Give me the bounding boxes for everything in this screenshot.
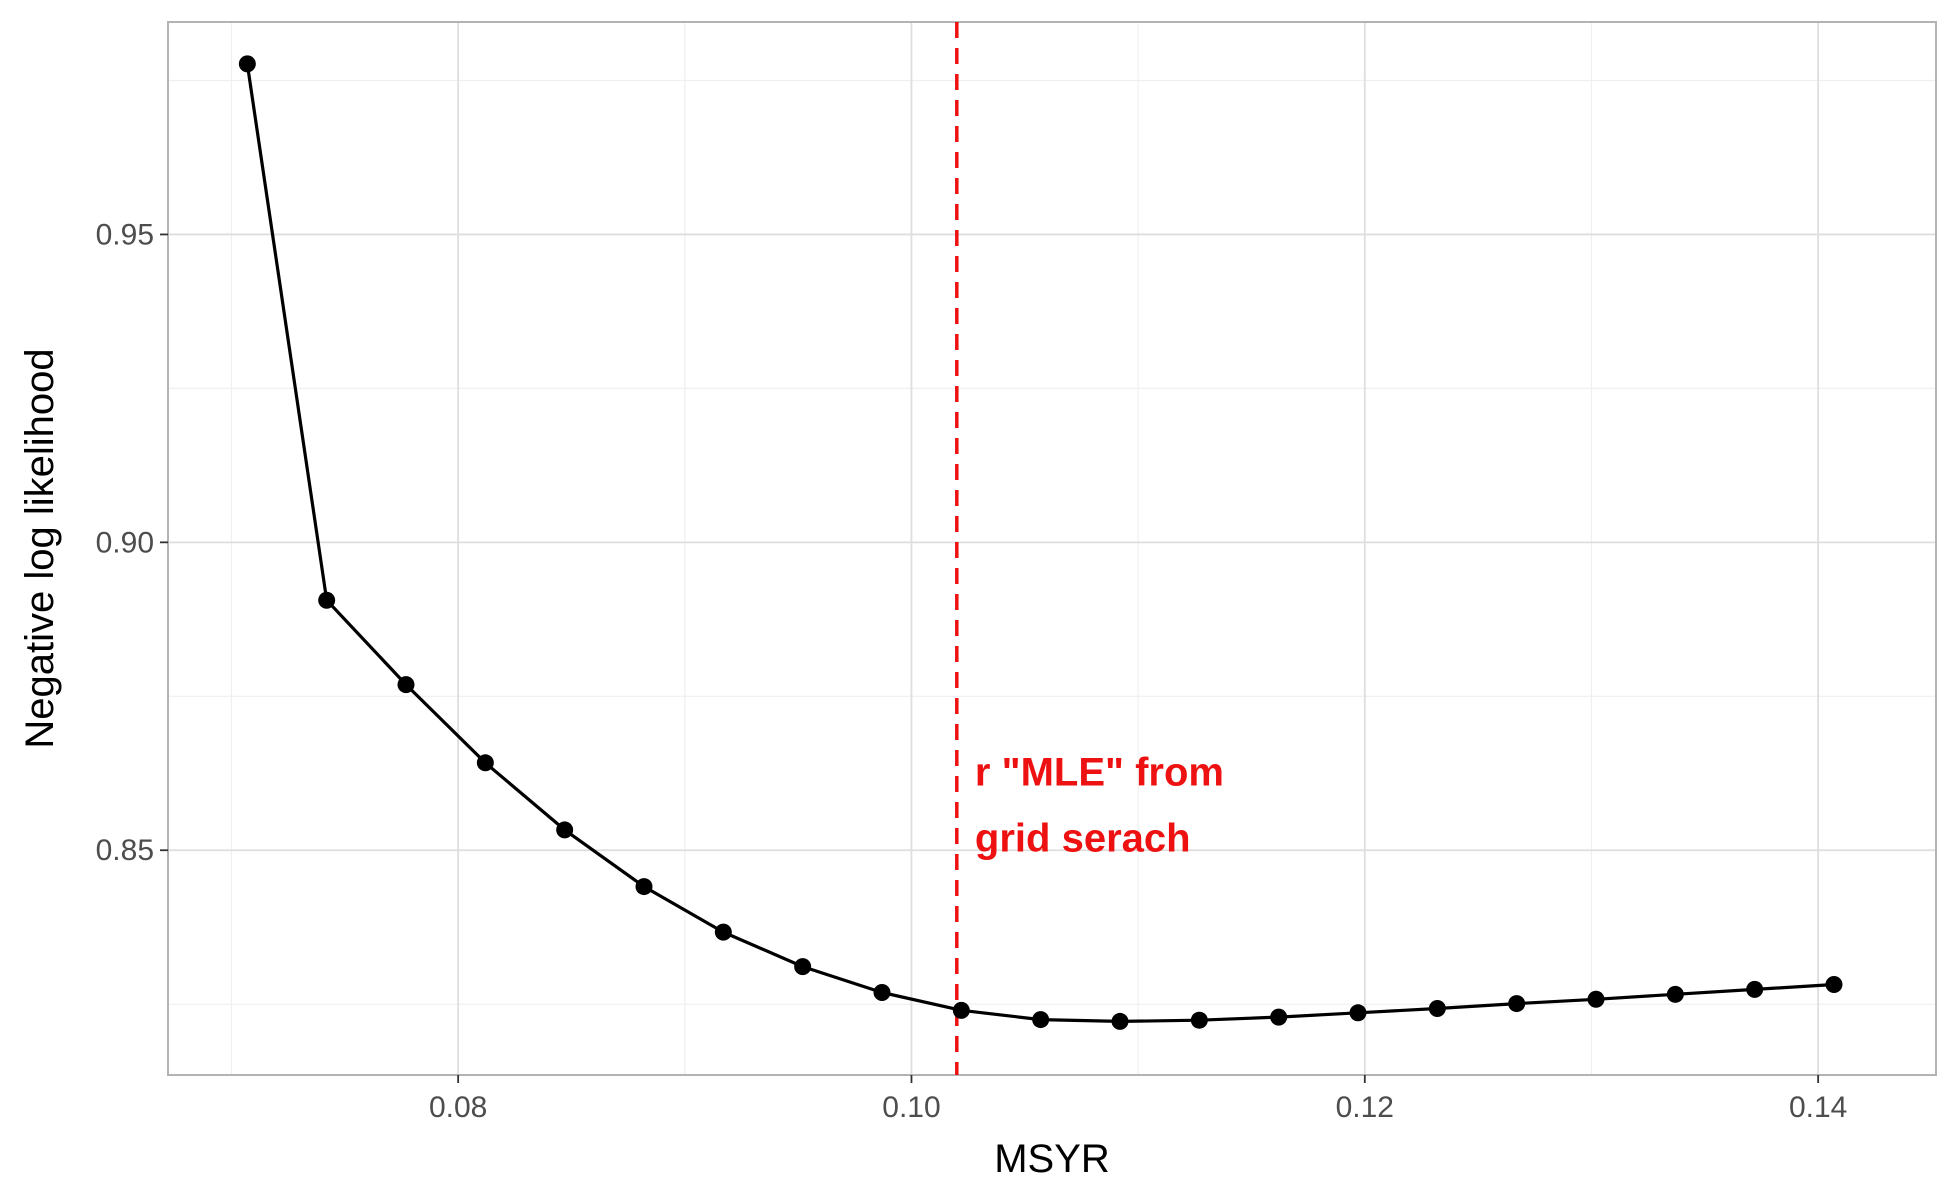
x-tick-label: 0.08 [429,1091,487,1124]
data-point [873,983,891,1001]
data-point [1111,1012,1129,1030]
x-axis: 0.08 0.10 0.12 0.14 [429,1075,1847,1124]
data-point [952,1001,970,1019]
data-point [1428,999,1446,1017]
data-point [1349,1004,1367,1022]
x-tick-label: 0.10 [882,1091,940,1124]
data-point [556,821,574,839]
x-axis-title: MSYR [994,1137,1110,1181]
data-point [1746,980,1764,998]
data-point [1032,1011,1050,1029]
mle-annotation: r "MLE" from grid serach [975,751,1224,861]
points-layer [238,55,1843,1030]
data-point [1587,990,1605,1008]
x-tick-label: 0.14 [1789,1091,1847,1124]
data-point [794,958,812,976]
y-tick-label: 0.85 [96,834,154,867]
data-point [476,754,494,772]
y-tick-label: 0.95 [96,218,154,251]
data-point [397,676,415,694]
data-point [1270,1008,1288,1026]
x-tick-label: 0.12 [1336,1091,1394,1124]
data-point [1666,985,1684,1003]
annotation-line: r "MLE" from [975,751,1224,795]
panel-border [167,21,1937,1076]
data-point [1825,975,1843,993]
data-point [635,878,653,896]
data-point [1508,995,1526,1013]
data-point [714,923,732,941]
major-gridlines [168,22,1936,1075]
y-axis: 0.85 0.90 0.95 [96,218,168,867]
data-point [238,55,256,73]
data-point [318,591,336,609]
data-point [1190,1011,1208,1029]
y-tick-label: 0.90 [96,526,154,559]
annotation-line: grid serach [975,817,1191,861]
minor-gridlines [168,22,1936,1075]
y-axis-title: Negative log likelihood [18,348,62,748]
